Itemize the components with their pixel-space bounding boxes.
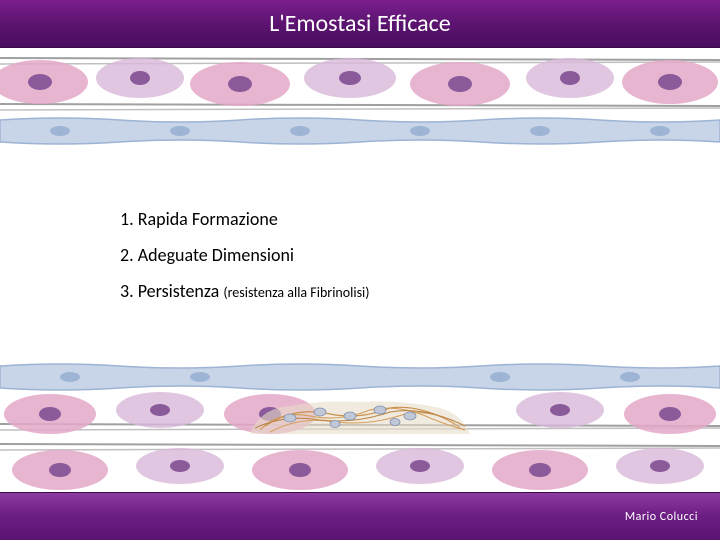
list-item-2: 2. Adeguate Dimensioni	[120, 244, 640, 266]
footer-bar: Mario Colucci	[0, 492, 720, 540]
list-item-3-sub: (resistenza alla Fibrinolisi)	[223, 284, 369, 301]
list-item-1: 1. Rapida Formazione	[120, 208, 640, 230]
diagram-area: 1. Rapida Formazione 2. Adeguate Dimensi…	[0, 48, 720, 492]
list-item-3: 3. Persistenza (resistenza alla Fibrinol…	[120, 280, 640, 302]
slide-title: L'Emostasi Efficace	[269, 9, 451, 38]
title-bar: L'Emostasi Efficace	[0, 0, 720, 48]
clot-illustration	[240, 396, 480, 436]
footer-author: Mario Colucci	[625, 510, 698, 524]
endothelium-band-top	[0, 116, 720, 146]
tissue-illustration-top	[0, 48, 720, 116]
content-list: 1. Rapida Formazione 2. Adeguate Dimensi…	[120, 208, 640, 316]
list-item-3-main: 3. Persistenza	[120, 280, 223, 302]
endothelium-illustration-top	[0, 116, 720, 146]
tissue-illustration-bottom	[0, 436, 720, 492]
tissue-band-top	[0, 48, 720, 116]
tissue-band-bottom	[0, 436, 720, 492]
clot-svg	[240, 396, 480, 436]
